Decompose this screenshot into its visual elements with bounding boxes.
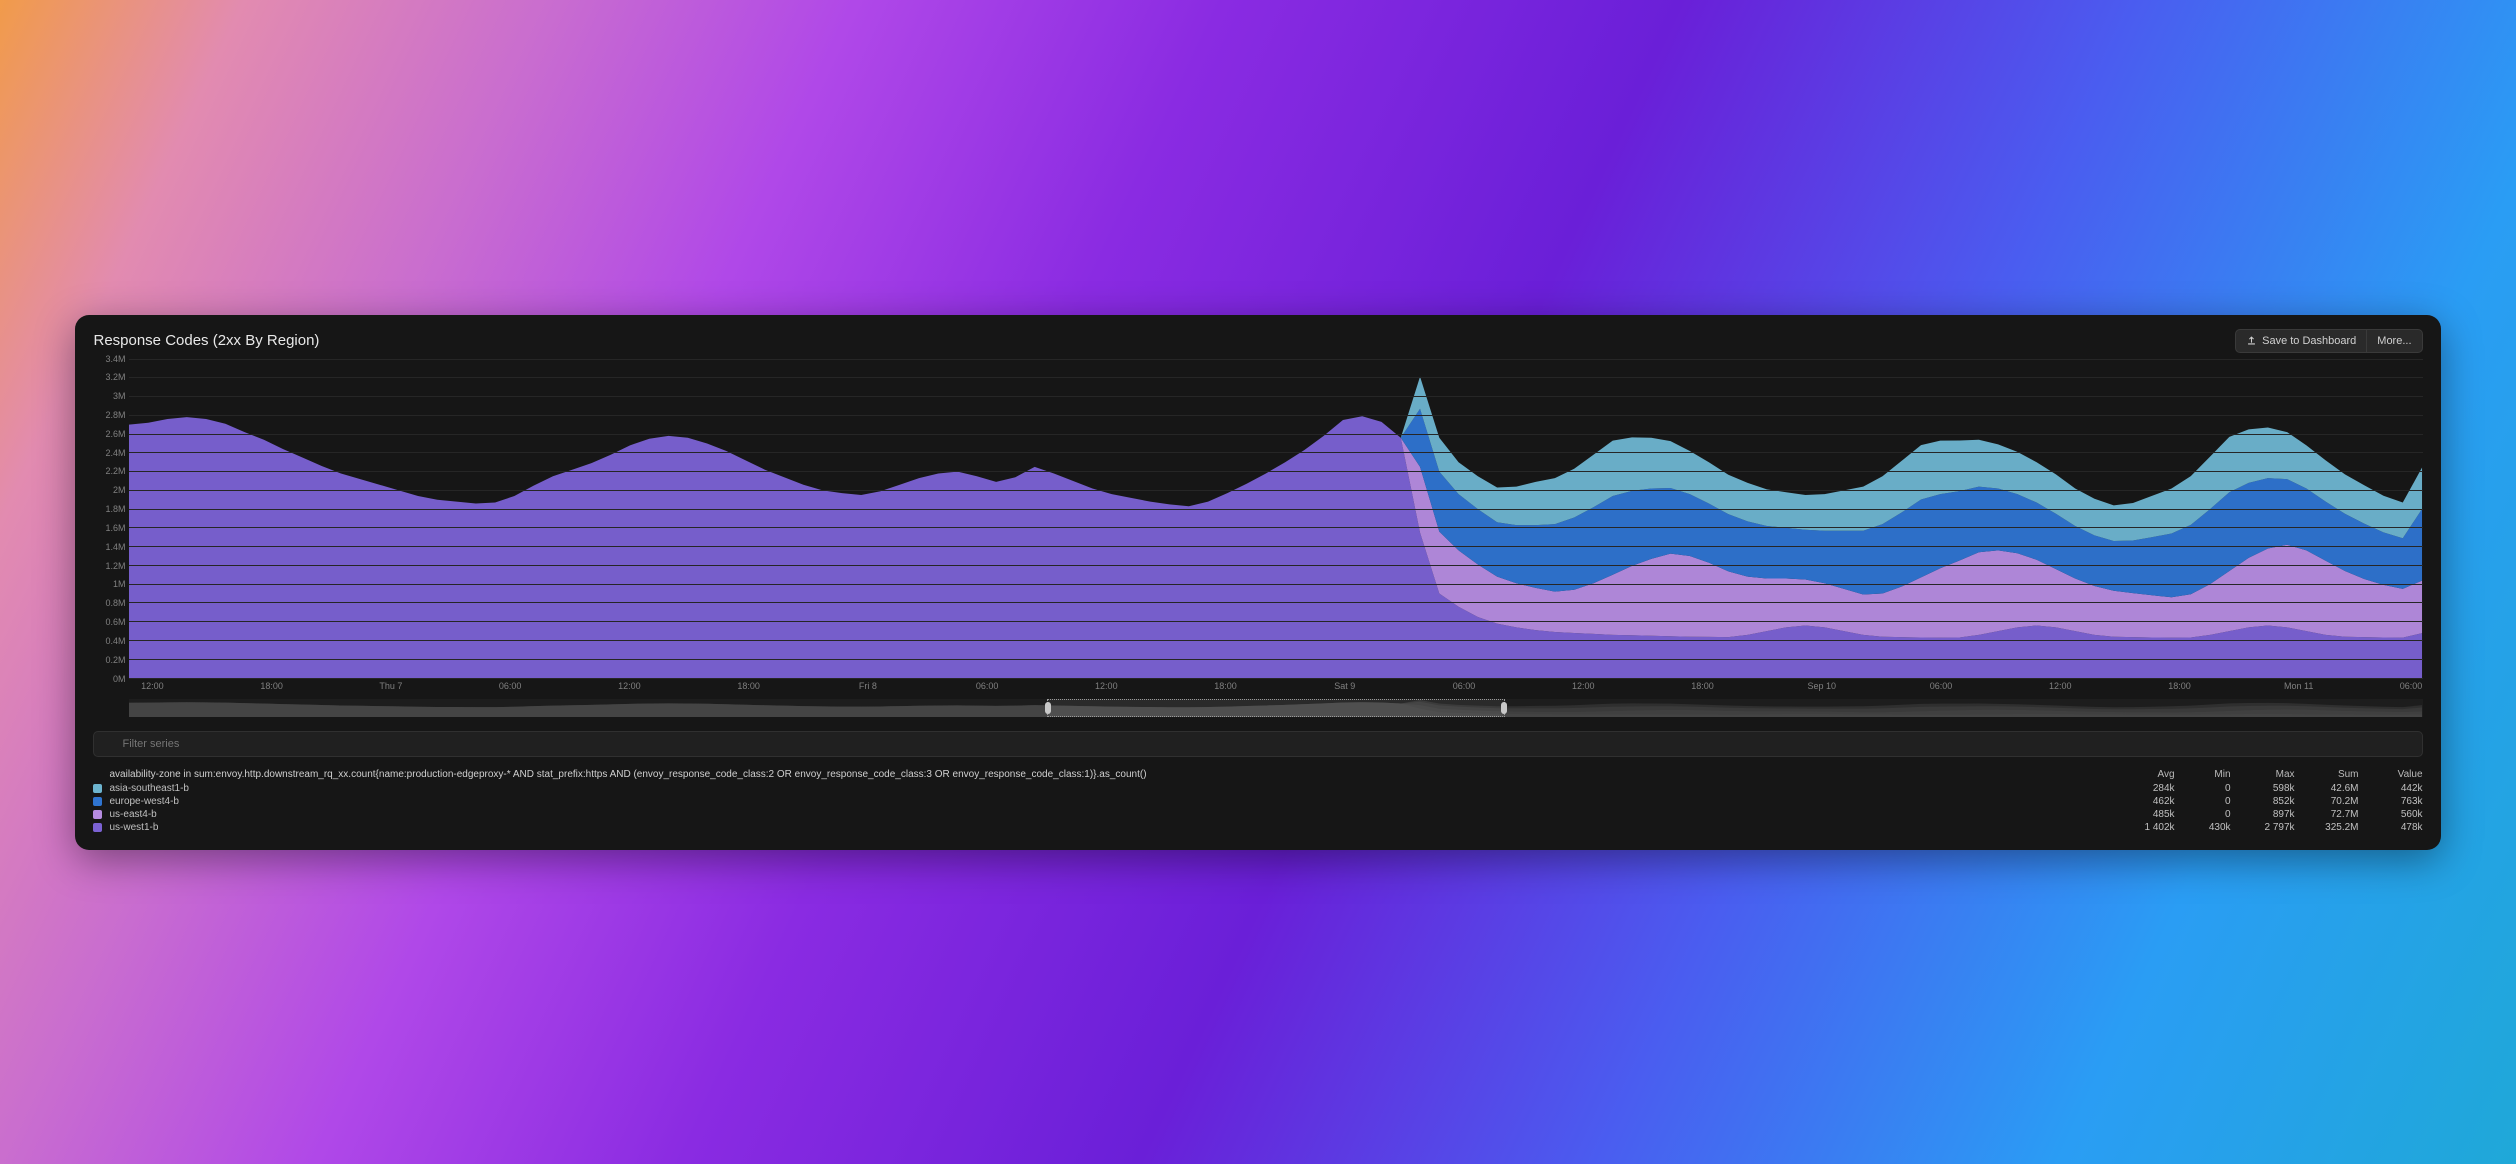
y-tick: 0M [113,674,126,684]
overview-scrubber[interactable] [129,699,2422,717]
y-tick: 0.2M [105,655,125,665]
series-max: 2 797k [2231,822,2295,833]
x-tick: 06:00 [976,681,999,691]
series-max: 897k [2231,809,2295,820]
query-text: availability-zone in sum:envoy.http.down… [109,769,2110,780]
y-tick: 3.4M [105,354,125,364]
y-tick: 0.8M [105,598,125,608]
series-max: 598k [2231,783,2295,794]
legend-row[interactable]: us-east4-b485k0897k72.7M560k [93,808,2422,821]
series-max: 852k [2231,796,2295,807]
y-tick: 2.6M [105,429,125,439]
x-tick: 12:00 [2049,681,2072,691]
series-name: europe-west4-b [109,796,2110,807]
series-min: 0 [2175,796,2231,807]
y-tick: 1.8M [105,504,125,514]
x-axis: 12:00 18:00 Thu 7 06:00 12:00 18:00 Fri 8 06:00… [129,681,2422,695]
series-sum: 70.2M [2295,796,2359,807]
y-tick: 1.2M [105,561,125,571]
plot[interactable] [129,359,2422,679]
panel-header: Response Codes (2xx By Region) Save to D… [93,329,2422,353]
series-sum: 325.2M [2295,822,2359,833]
legend-row[interactable]: us-west1-b1 402k430k2 797k325.2M478k [93,821,2422,834]
series-min: 0 [2175,809,2231,820]
series-min: 430k [2175,822,2231,833]
series-avg: 462k [2111,796,2175,807]
x-tick: Thu 7 [379,681,402,691]
col-avg[interactable]: Avg [2111,769,2175,780]
series-value: 560k [2359,809,2423,820]
x-tick: 06:00 [2400,681,2423,691]
y-tick: 2.2M [105,466,125,476]
series-value: 763k [2359,796,2423,807]
filter-row [93,731,2422,757]
col-sum[interactable]: Sum [2295,769,2359,780]
y-tick: 2M [113,485,126,495]
more-button-label: More... [2377,335,2411,347]
more-button[interactable]: More... [2367,329,2422,353]
series-name: us-west1-b [109,822,2110,833]
x-tick: 18:00 [1214,681,1237,691]
x-tick: 12:00 [141,681,164,691]
filter-series-input[interactable] [93,731,2422,757]
legend: availability-zone in sum:envoy.http.down… [93,767,2422,834]
x-tick: 06:00 [1453,681,1476,691]
y-tick: 2.8M [105,410,125,420]
save-button-label: Save to Dashboard [2262,335,2356,347]
x-tick: 06:00 [499,681,522,691]
legend-swatch [93,823,102,832]
chart-panel: Response Codes (2xx By Region) Save to D… [75,315,2440,850]
x-tick: 12:00 [1095,681,1118,691]
time-brush[interactable] [1047,699,1506,717]
series-name: us-east4-b [109,809,2110,820]
x-tick: 06:00 [1930,681,1953,691]
series-min: 0 [2175,783,2231,794]
y-tick: 2.4M [105,448,125,458]
save-to-dashboard-button[interactable]: Save to Dashboard [2235,329,2367,353]
series-avg: 485k [2111,809,2175,820]
legend-row[interactable]: asia-southeast1-b284k0598k42.6M442k [93,782,2422,795]
x-tick: Sat 9 [1334,681,1355,691]
header-actions: Save to Dashboard More... [2235,329,2422,353]
series-value: 478k [2359,822,2423,833]
series-sum: 42.6M [2295,783,2359,794]
series-sum: 72.7M [2295,809,2359,820]
legend-swatch [93,810,102,819]
series-name: asia-southeast1-b [109,783,2110,794]
y-axis: 0M0.2M0.4M0.6M0.8M1M1.2M1.4M1.6M1.8M2M2.… [93,359,129,679]
series-value: 442k [2359,783,2423,794]
y-tick: 0.6M [105,617,125,627]
x-tick: 12:00 [618,681,641,691]
area-chart-svg [129,359,2422,678]
x-tick: 12:00 [1572,681,1595,691]
upload-icon [2246,335,2257,346]
col-max[interactable]: Max [2231,769,2295,780]
y-tick: 1.6M [105,523,125,533]
x-tick: Sep 10 [1807,681,1836,691]
y-tick: 0.4M [105,636,125,646]
series-avg: 1 402k [2111,822,2175,833]
col-min[interactable]: Min [2175,769,2231,780]
legend-swatch [93,784,102,793]
legend-swatch [93,797,102,806]
x-tick: Fri 8 [859,681,877,691]
x-tick: Mon 11 [2284,681,2313,691]
y-tick: 1.4M [105,542,125,552]
x-tick: 18:00 [260,681,283,691]
x-tick: 18:00 [737,681,760,691]
chart-area: 0M 0.2M 0.4M 0.6M 0.8M 1M 1.2M 1.4M 1.6M 1.8M 2M 2.… [93,359,2422,717]
panel-title: Response Codes (2xx By Region) [93,332,319,349]
legend-row[interactable]: europe-west4-b462k0852k70.2M763k [93,795,2422,808]
x-tick: 18:00 [2168,681,2191,691]
col-value[interactable]: Value [2359,769,2423,780]
legend-header: availability-zone in sum:envoy.http.down… [93,767,2422,782]
y-tick: 3M [113,391,126,401]
y-tick: 1M [113,579,126,589]
x-tick: 18:00 [1691,681,1714,691]
series-avg: 284k [2111,783,2175,794]
y-tick: 3.2M [105,372,125,382]
